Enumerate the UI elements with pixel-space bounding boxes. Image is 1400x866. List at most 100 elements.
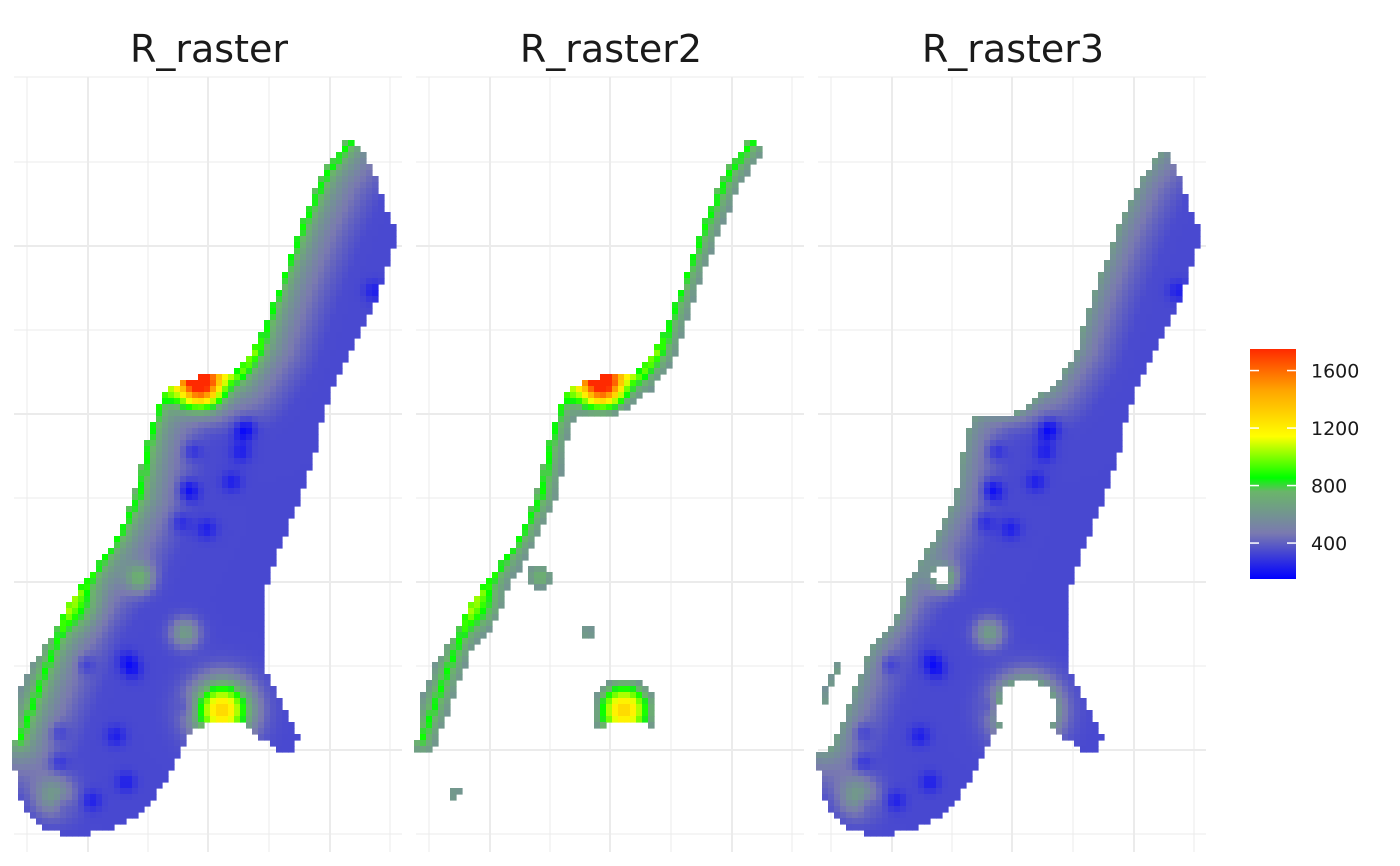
raster-cell — [1044, 542, 1051, 549]
raster-cell — [168, 548, 175, 555]
raster-cell — [72, 692, 79, 699]
raster-cell — [1032, 608, 1039, 615]
raster-cell — [384, 254, 391, 261]
raster-cell — [558, 446, 565, 453]
raster-cell — [96, 644, 103, 651]
raster-cell — [1146, 350, 1153, 357]
raster-cell — [264, 512, 271, 519]
raster-cell — [942, 542, 949, 549]
raster-cell — [168, 668, 175, 675]
raster-cell — [84, 830, 91, 837]
raster-cell — [696, 242, 703, 249]
raster-cell — [240, 596, 247, 603]
raster-cell — [84, 794, 91, 801]
raster-cell — [1056, 518, 1063, 525]
raster-cell — [528, 542, 535, 549]
raster-cell — [1050, 488, 1057, 495]
raster-cell — [1092, 488, 1099, 495]
raster-cell — [714, 218, 721, 225]
raster-cell — [276, 506, 283, 513]
raster-cell — [474, 602, 481, 609]
raster-cell — [1008, 482, 1015, 489]
raster-cell — [36, 740, 43, 747]
raster-cell — [444, 710, 451, 717]
raster-cell — [1020, 512, 1027, 519]
raster-cell — [1032, 434, 1039, 441]
raster-cell — [228, 638, 235, 645]
raster-cell — [594, 692, 601, 699]
raster-cell — [168, 560, 175, 567]
raster-cell — [186, 488, 193, 495]
raster-cell — [1110, 344, 1117, 351]
raster-cell — [78, 608, 85, 615]
raster-cell — [318, 278, 325, 285]
raster-cell — [234, 494, 241, 501]
raster-cell — [534, 500, 541, 507]
raster-cell — [1170, 218, 1177, 225]
raster-cell — [300, 296, 307, 303]
raster-cell — [90, 614, 97, 621]
raster-cell — [1008, 452, 1015, 459]
raster-cell — [192, 662, 199, 669]
raster-cell — [1068, 566, 1075, 573]
raster-cell — [1038, 578, 1045, 585]
panel-3-raster — [816, 152, 1201, 837]
raster-cell — [1050, 446, 1057, 453]
raster-cell — [318, 188, 325, 195]
raster-cell — [306, 320, 313, 327]
raster-cell — [42, 674, 49, 681]
raster-cell — [1116, 344, 1123, 351]
raster-cell — [330, 314, 337, 321]
raster-cell — [132, 680, 139, 687]
raster-cell — [906, 638, 913, 645]
raster-cell — [264, 344, 271, 351]
raster-cell — [66, 758, 73, 765]
raster-cell — [108, 806, 115, 813]
raster-cell — [192, 686, 199, 693]
raster-cell — [108, 584, 115, 591]
raster-cell — [78, 590, 85, 597]
raster-cell — [228, 632, 235, 639]
raster-cell — [1002, 464, 1009, 471]
raster-cell — [1086, 512, 1093, 519]
raster-cell — [300, 254, 307, 261]
raster-cell — [84, 740, 91, 747]
raster-cell — [294, 308, 301, 315]
raster-cell — [1008, 590, 1015, 597]
raster-cell — [264, 368, 271, 375]
raster-cell — [90, 758, 97, 765]
raster-cell — [1002, 476, 1009, 483]
raster-cell — [276, 524, 283, 531]
raster-cell — [714, 224, 721, 231]
raster-cell — [366, 266, 373, 273]
raster-cell — [642, 380, 649, 387]
raster-cell — [162, 638, 169, 645]
raster-cell — [1128, 248, 1135, 255]
raster-cell — [252, 410, 259, 417]
raster-cell — [228, 578, 235, 585]
raster-cell — [252, 464, 259, 471]
raster-cell — [1146, 326, 1153, 333]
raster-cell — [1062, 572, 1069, 579]
raster-cell — [180, 554, 187, 561]
raster-cell — [906, 608, 913, 615]
raster-cell — [36, 734, 43, 741]
raster-cell — [1056, 554, 1063, 561]
raster-cell — [540, 470, 547, 477]
raster-cell — [540, 506, 547, 513]
raster-cell — [1062, 428, 1069, 435]
raster-cell — [192, 596, 199, 603]
raster-cell — [42, 812, 49, 819]
raster-cell — [192, 452, 199, 459]
raster-cell — [24, 716, 31, 723]
raster-cell — [1104, 362, 1111, 369]
raster-cell — [996, 638, 1003, 645]
raster-cell — [930, 602, 937, 609]
raster-cell — [1044, 428, 1051, 435]
raster-cell — [198, 410, 205, 417]
raster-cell — [96, 782, 103, 789]
raster-cell — [594, 722, 601, 729]
raster-cell — [1158, 218, 1165, 225]
raster-cell — [678, 332, 685, 339]
raster-cell — [78, 662, 85, 669]
